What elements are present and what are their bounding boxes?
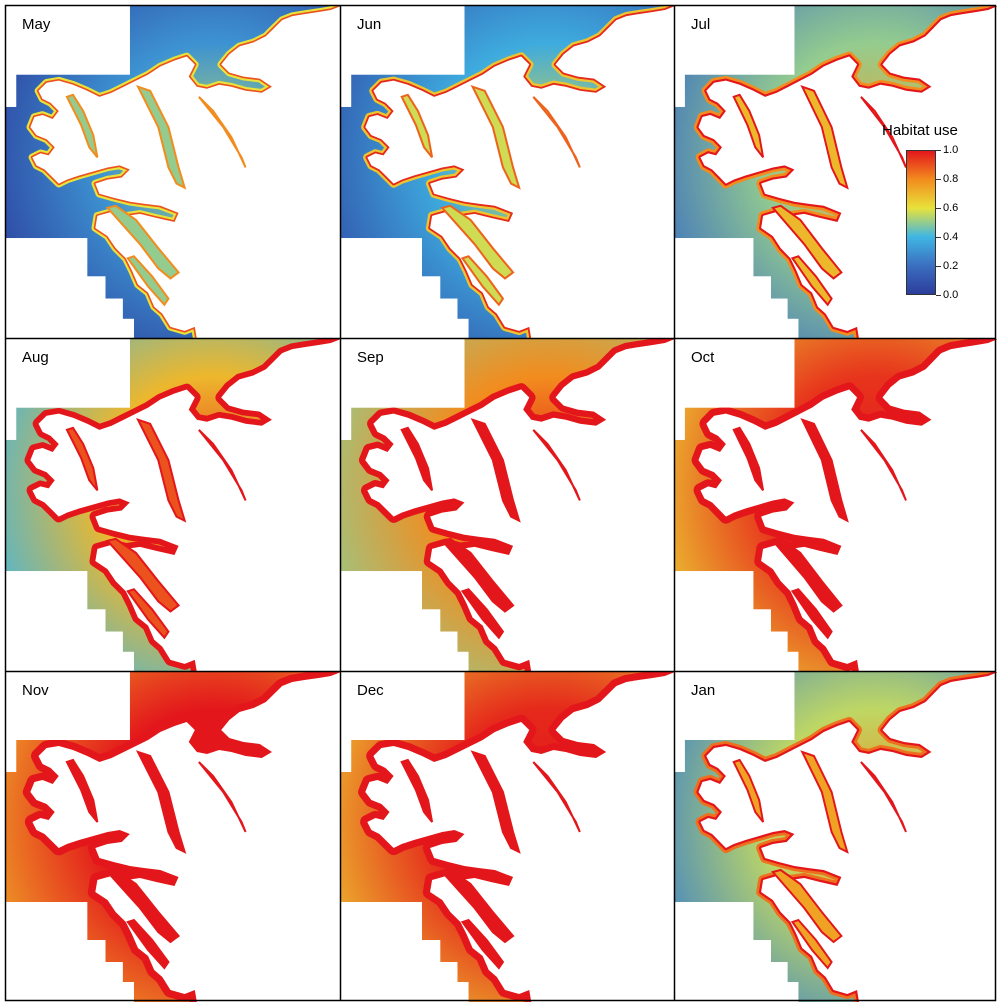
map-panel-dec: Dec (341, 672, 675, 1002)
legend-tick-label: 0.2 (943, 260, 959, 272)
panel-label-jan: Jan (691, 682, 716, 699)
legend-tick-mark (936, 150, 941, 151)
map-panel-oct: Oct (675, 339, 997, 672)
legend-tick-label: 0.8 (943, 173, 959, 185)
panel-label-may: May (22, 16, 51, 33)
habitat-map-aug (6, 339, 341, 672)
legend-tick-mark (936, 266, 941, 267)
legend-tick-mark (936, 179, 941, 180)
panel-label-aug: Aug (22, 349, 49, 366)
panel-label-nov: Nov (22, 682, 49, 699)
habitat-map-dec (341, 672, 675, 1002)
legend-tick-label: 1.0 (943, 144, 959, 156)
map-panel-sep: Sep (341, 339, 675, 672)
legend-tick-label: 0.0 (943, 289, 959, 301)
habitat-map-jan (675, 672, 997, 1002)
habitat-map-nov (6, 672, 341, 1002)
map-panel-may: May (6, 6, 341, 339)
map-panel-aug: Aug (6, 339, 341, 672)
legend-tick-mark (936, 295, 941, 296)
habitat-map-may (6, 6, 341, 339)
panel-label-oct: Oct (691, 349, 715, 366)
map-panel-jan: Jan (675, 672, 997, 1002)
panel-label-sep: Sep (357, 349, 384, 366)
legend-tick-label: 0.4 (943, 231, 959, 243)
habitat-map-oct (675, 339, 997, 672)
panel-label-jul: Jul (691, 16, 711, 33)
legend-color-bar (906, 150, 936, 295)
legend-title: Habitat use (882, 122, 958, 139)
panel-label-dec: Dec (357, 682, 384, 699)
map-panel-jun: Jun (341, 6, 675, 339)
legend-tick-mark (936, 237, 941, 238)
legend-tick-mark (936, 208, 941, 209)
map-panel-nov: Nov (6, 672, 341, 1002)
habitat-use-legend: Habitat use 0.0 0.2 0.4 0.6 0.8 1.0 (874, 122, 994, 307)
habitat-map-jun (341, 6, 675, 339)
legend-tick-label: 0.6 (943, 202, 959, 214)
habitat-map-sep (341, 339, 675, 672)
panel-label-jun: Jun (357, 16, 382, 33)
